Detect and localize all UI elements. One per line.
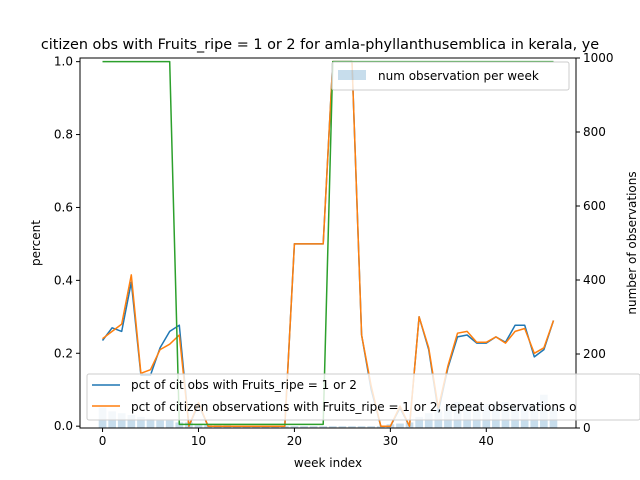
y2-tick-label-2: 400 bbox=[583, 273, 606, 287]
legend-line-1-label: pct of cit obs with Fruits_ripe = 1 or 2 bbox=[131, 378, 357, 392]
y2-tick-label-1: 200 bbox=[583, 347, 606, 361]
y-tick-label-5: 1.0 bbox=[54, 55, 73, 69]
bar-31 bbox=[396, 423, 404, 428]
y-tick-label-2: 0.4 bbox=[54, 273, 73, 287]
y-tick-label-4: 0.8 bbox=[54, 128, 73, 142]
y2-axis-label: number of observations bbox=[625, 171, 639, 314]
bar-25 bbox=[338, 426, 347, 428]
legend-lines-frame bbox=[86, 373, 640, 421]
bar-28 bbox=[367, 426, 376, 428]
bar-18 bbox=[271, 426, 280, 428]
y-axis-right: 0 200 400 600 800 1000 bbox=[576, 51, 614, 435]
bar-33 bbox=[415, 416, 423, 428]
y2-tick-label-5: 1000 bbox=[583, 51, 614, 65]
bar-10 bbox=[194, 424, 203, 428]
x-tick-label-3: 30 bbox=[383, 434, 398, 448]
bar-21 bbox=[300, 426, 308, 428]
x-tick-label-1: 10 bbox=[191, 434, 206, 448]
y-axis-left: 0.0 0.2 0.4 0.6 0.8 1.0 bbox=[54, 55, 80, 433]
y2-tick-label-0: 0 bbox=[583, 421, 591, 435]
y-tick-label-0: 0.0 bbox=[54, 419, 73, 433]
y2-tick-label-4: 800 bbox=[583, 125, 606, 139]
y-tick-label-1: 0.2 bbox=[54, 346, 73, 360]
bar-23 bbox=[319, 426, 328, 428]
x-axis-label: week index bbox=[294, 456, 362, 470]
y2-tick-label-3: 600 bbox=[583, 199, 606, 213]
bar-2 bbox=[117, 413, 126, 428]
bar-27 bbox=[357, 426, 366, 428]
x-axis: 0 10 20 30 40 bbox=[99, 428, 494, 448]
legend-line-2-label: pct of citizen observations with Fruits_… bbox=[131, 400, 576, 414]
bar-20 bbox=[290, 426, 299, 428]
bar-24 bbox=[328, 426, 337, 428]
bar-16 bbox=[252, 426, 260, 428]
legend-bars: num observation per week bbox=[331, 61, 570, 91]
lines-layer bbox=[101, 60, 555, 427]
plot-frame bbox=[79, 57, 577, 429]
bar-4 bbox=[137, 416, 145, 428]
bar-8 bbox=[175, 422, 184, 428]
bar-29 bbox=[376, 426, 385, 428]
x-tick-label-2: 20 bbox=[287, 434, 302, 448]
x-tick-label-0: 0 bbox=[99, 434, 107, 448]
legend-bars-frame bbox=[331, 61, 570, 91]
bar-6 bbox=[156, 420, 164, 428]
legend-bars-label: num observation per week bbox=[378, 69, 539, 83]
bar-19 bbox=[280, 426, 289, 428]
legend-lines: pct of cit obs with Fruits_ripe = 1 or 2… bbox=[86, 373, 640, 421]
bar-17 bbox=[261, 426, 270, 428]
series-line-2 bbox=[102, 60, 554, 426]
bar-26 bbox=[348, 426, 356, 428]
bar-3 bbox=[127, 415, 136, 428]
chart-title: citizen obs with Fruits_ripe = 1 or 2 fo… bbox=[41, 37, 599, 53]
x-tick-label-4: 40 bbox=[479, 434, 494, 448]
bar-22 bbox=[309, 426, 318, 428]
bar-7 bbox=[165, 420, 174, 428]
y-tick-label-3: 0.6 bbox=[54, 200, 73, 214]
bar-5 bbox=[146, 418, 155, 428]
y-axis-label: percent bbox=[29, 220, 43, 266]
bar-34 bbox=[424, 413, 433, 428]
legend-bars-swatch bbox=[338, 70, 366, 80]
